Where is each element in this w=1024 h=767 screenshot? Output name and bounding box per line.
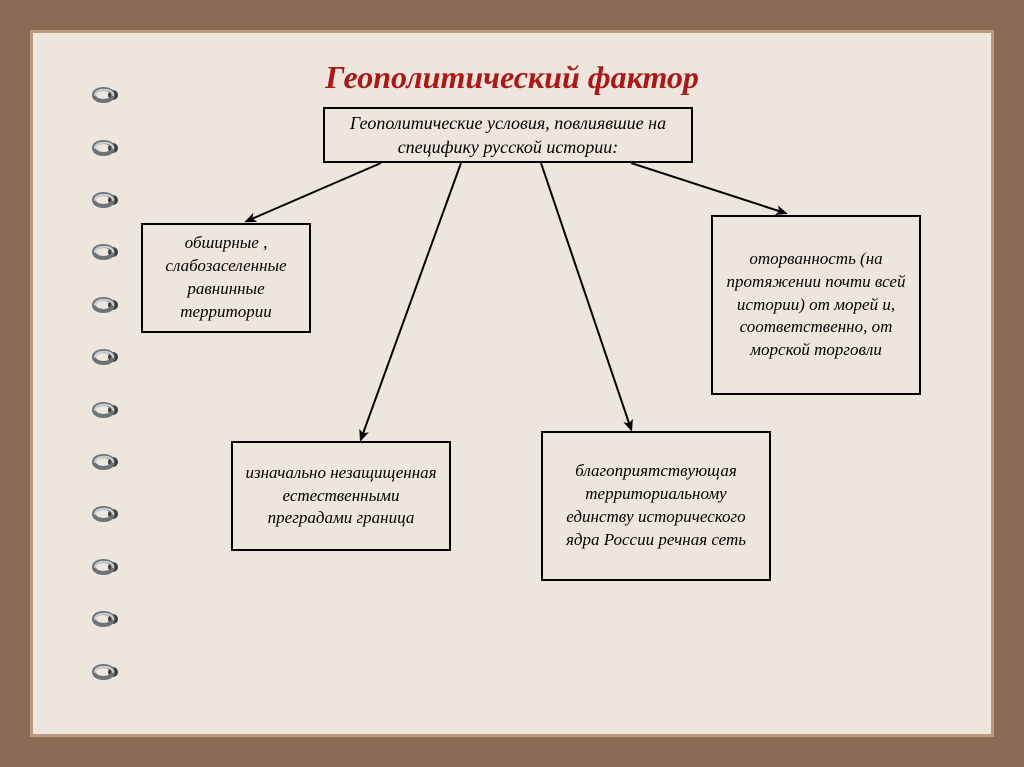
binding-ring — [88, 190, 122, 210]
binding-ring — [88, 504, 122, 524]
binding-ring — [88, 295, 122, 315]
binding-ring — [88, 557, 122, 577]
edge-arrow — [361, 163, 461, 439]
child-node-2-text: изначально незащищенная естественными пр… — [243, 462, 439, 531]
edge-arrow — [247, 163, 381, 221]
slide-title: Геополитический фактор — [41, 59, 983, 96]
binding-ring — [88, 138, 122, 158]
child-node-4-text: оторванность (на протяжении почти всей и… — [723, 248, 909, 363]
root-node-text: Геополитические условия, повлиявшие на с… — [335, 111, 681, 160]
edge-arrow — [631, 163, 785, 213]
slide-surface: Геополитический фактор Геополитические у… — [41, 41, 983, 726]
binding-ring — [88, 452, 122, 472]
binding-ring — [88, 662, 122, 682]
child-node-4: оторванность (на протяжении почти всей и… — [711, 215, 921, 395]
binding-ring — [88, 242, 122, 262]
binding-ring — [88, 400, 122, 420]
child-node-1-text: обширные , слабозаселенные равнинные тер… — [153, 232, 299, 324]
binding-ring — [88, 347, 122, 367]
edge-arrow — [541, 163, 631, 429]
outer-frame: Геополитический фактор Геополитические у… — [0, 0, 1024, 767]
child-node-3-text: благоприятствующая территориальному един… — [553, 460, 759, 552]
binding-ring — [88, 609, 122, 629]
child-node-2: изначально незащищенная естественными пр… — [231, 441, 451, 551]
spiral-binding — [85, 41, 125, 726]
child-node-1: обширные , слабозаселенные равнинные тер… — [141, 223, 311, 333]
child-node-3: благоприятствующая территориальному един… — [541, 431, 771, 581]
inner-frame: Геополитический фактор Геополитические у… — [30, 30, 994, 737]
root-node: Геополитические условия, повлиявшие на с… — [323, 107, 693, 163]
